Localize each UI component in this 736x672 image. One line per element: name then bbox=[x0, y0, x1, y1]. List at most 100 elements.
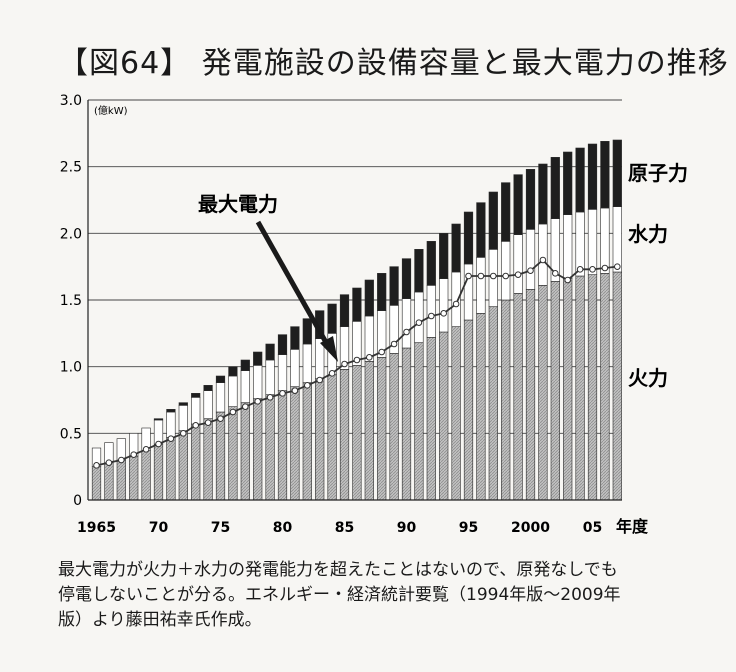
figure-title: 【図64】 発電施設の設備容量と最大電力の推移 bbox=[58, 46, 729, 81]
bar-hydro bbox=[414, 291, 424, 343]
y-tick-label: 0 bbox=[73, 493, 82, 509]
bar-nuclear bbox=[587, 143, 598, 210]
bar-nuclear bbox=[215, 375, 226, 383]
y-tick-label: 0.5 bbox=[60, 426, 82, 442]
peak-demand-point bbox=[105, 459, 113, 466]
bar-thermal bbox=[600, 273, 610, 501]
peak-annotation-arrowhead bbox=[320, 336, 338, 362]
x-tick-label: 2000 bbox=[511, 520, 550, 536]
bar-thermal bbox=[538, 285, 548, 501]
bar-nuclear bbox=[302, 318, 312, 345]
x-tick-label: 80 bbox=[273, 520, 293, 536]
bar-hydro bbox=[203, 390, 213, 419]
peak-demand-point bbox=[514, 271, 522, 278]
x-tick-label: 70 bbox=[149, 520, 169, 536]
bar-hydro bbox=[426, 285, 436, 338]
bar-nuclear bbox=[600, 141, 610, 209]
bar-thermal bbox=[240, 402, 250, 501]
bar-hydro bbox=[538, 223, 548, 286]
peak-demand-point bbox=[229, 408, 237, 416]
bar-thermal bbox=[501, 299, 511, 501]
peak-demand-point bbox=[328, 370, 336, 377]
bar-nuclear bbox=[451, 223, 461, 273]
bar-nuclear bbox=[439, 233, 449, 279]
bar-thermal bbox=[476, 313, 486, 501]
bar-nuclear bbox=[352, 287, 362, 322]
bar-thermal bbox=[414, 342, 424, 501]
bar-thermal bbox=[91, 466, 102, 501]
bar-hydro bbox=[228, 375, 238, 407]
stacked-bars bbox=[91, 139, 622, 501]
x-tick-label: 95 bbox=[459, 520, 478, 536]
bar-thermal bbox=[141, 450, 151, 501]
bar-nuclear bbox=[476, 202, 486, 258]
bar-thermal bbox=[364, 361, 374, 501]
bar-hydro bbox=[265, 359, 275, 395]
bar-thermal bbox=[315, 378, 325, 501]
bar-thermal bbox=[253, 398, 263, 501]
bar-nuclear bbox=[575, 147, 585, 213]
bar-thermal bbox=[550, 281, 560, 501]
bar-thermal bbox=[302, 382, 312, 501]
peak-demand-point bbox=[614, 263, 621, 270]
peak-demand-point bbox=[155, 440, 162, 448]
bar-thermal bbox=[327, 374, 337, 501]
bar-thermal bbox=[191, 423, 201, 501]
peak-demand-point bbox=[180, 430, 187, 437]
peak-demand-point bbox=[490, 272, 497, 280]
legend-thermal: 火力 bbox=[628, 366, 668, 390]
bar-thermal bbox=[563, 278, 573, 501]
peak-demand-point bbox=[539, 256, 547, 264]
bar-nuclear bbox=[389, 266, 399, 306]
bar-hydro bbox=[439, 278, 449, 333]
bar-thermal bbox=[129, 455, 139, 501]
bar-hydro bbox=[253, 365, 263, 399]
bar-hydro bbox=[178, 405, 188, 431]
peak-demand-point bbox=[576, 266, 584, 273]
peak-demand-point bbox=[390, 340, 398, 348]
bar-nuclear bbox=[401, 258, 412, 299]
bar-thermal bbox=[265, 394, 275, 501]
bar-nuclear bbox=[414, 249, 424, 293]
peak-demand-point bbox=[589, 266, 596, 273]
bar-nuclear bbox=[277, 334, 288, 355]
bar-hydro bbox=[563, 214, 573, 279]
bar-nuclear bbox=[203, 385, 213, 391]
bar-thermal bbox=[439, 331, 449, 501]
bar-nuclear bbox=[538, 163, 548, 225]
peak-demand-point bbox=[564, 276, 572, 284]
peak-demand-point bbox=[353, 356, 361, 364]
peak-demand-point bbox=[403, 328, 410, 336]
peak-demand-point bbox=[477, 272, 485, 280]
bar-thermal bbox=[153, 443, 164, 501]
bar-nuclear bbox=[513, 174, 523, 235]
peak-demand-point bbox=[266, 394, 274, 401]
bar-thermal bbox=[203, 418, 213, 501]
peak-demand-point bbox=[465, 272, 472, 280]
bar-hydro bbox=[513, 234, 523, 294]
peak-demand-point bbox=[316, 376, 324, 384]
bar-thermal bbox=[488, 306, 498, 501]
peak-demand-point bbox=[502, 272, 510, 280]
x-tick-label: 05 bbox=[583, 520, 602, 536]
x-tick-label: 90 bbox=[397, 520, 417, 536]
peak-demand-point bbox=[552, 270, 559, 277]
y-tick-labels: 0 0.5 1.0 1.5 2.0 2.5 3.0 bbox=[60, 93, 82, 509]
bar-hydro bbox=[191, 397, 201, 425]
x-tick-label: 75 bbox=[211, 520, 230, 536]
bar-hydro bbox=[501, 241, 511, 301]
bar-thermal bbox=[339, 369, 350, 501]
bar-thermal bbox=[215, 411, 226, 501]
bar-hydro bbox=[600, 207, 610, 274]
peak-demand-point bbox=[204, 419, 212, 426]
bar-hydro bbox=[166, 411, 176, 438]
bar-thermal bbox=[377, 357, 387, 501]
bar-hydro bbox=[612, 206, 622, 273]
bar-nuclear bbox=[191, 393, 201, 398]
bar-thermal bbox=[352, 365, 362, 501]
bar-nuclear bbox=[265, 343, 275, 361]
peak-demand-point bbox=[601, 264, 609, 272]
bar-hydro bbox=[153, 419, 164, 445]
bar-thermal bbox=[463, 319, 474, 501]
bar-thermal bbox=[426, 337, 436, 501]
